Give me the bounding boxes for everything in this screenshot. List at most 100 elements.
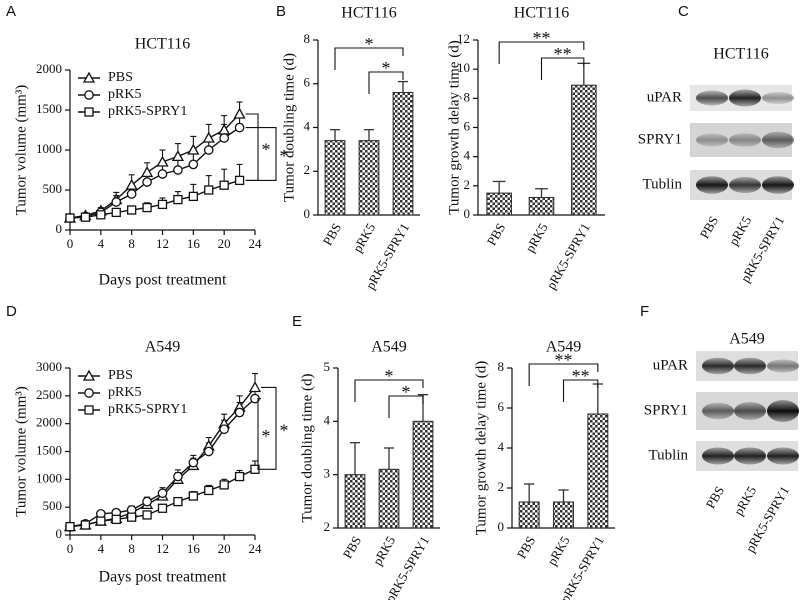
bar bbox=[392, 91, 414, 216]
x-tick-label: 12 bbox=[156, 236, 169, 251]
data-point bbox=[219, 180, 229, 190]
blot-band bbox=[767, 447, 799, 465]
data-point bbox=[202, 131, 215, 143]
blot-band bbox=[696, 133, 728, 147]
blot-band bbox=[762, 176, 794, 194]
significance-label: * bbox=[280, 421, 289, 441]
x-tick-label: pRK5-SPRY1 bbox=[543, 220, 593, 291]
legend-marker bbox=[84, 405, 94, 415]
data-point bbox=[233, 107, 246, 119]
significance-bracket bbox=[257, 398, 261, 470]
blot-row-label: Tublin bbox=[649, 447, 689, 463]
panel-letter: E bbox=[292, 313, 302, 330]
y-tick-label: 0 bbox=[56, 221, 63, 236]
x-axis-label: Days post treatment bbox=[99, 569, 228, 586]
y-tick-label: 0 bbox=[304, 206, 311, 221]
y-tick-label: 2 bbox=[464, 177, 471, 192]
data-point bbox=[96, 210, 106, 220]
x-tick-label: PBS bbox=[484, 220, 509, 248]
legend-label: pRK5-SPRY1 bbox=[108, 402, 187, 417]
data-point bbox=[173, 165, 183, 175]
data-point bbox=[111, 514, 121, 525]
bar bbox=[378, 468, 400, 529]
data-point bbox=[140, 166, 154, 178]
significance-bracket bbox=[354, 379, 424, 402]
chart-title: A549 bbox=[145, 339, 181, 356]
y-tick-label: 500 bbox=[43, 498, 63, 513]
blot-lane-label: PBS bbox=[703, 483, 728, 511]
data-point bbox=[234, 471, 245, 482]
data-point bbox=[127, 512, 137, 522]
blot-band bbox=[734, 447, 766, 465]
y-axis-label: Tumor doubling time (d) bbox=[299, 373, 315, 522]
chart-title: A549 bbox=[371, 339, 407, 356]
blot-band bbox=[762, 131, 794, 149]
x-tick-label: PBS bbox=[514, 533, 539, 561]
significance-bracket bbox=[245, 127, 277, 181]
significance-label: * bbox=[262, 139, 271, 159]
blot-row-label: SPRY1 bbox=[644, 402, 688, 418]
data-point bbox=[142, 510, 152, 520]
bar bbox=[486, 192, 512, 216]
data-point bbox=[248, 381, 262, 393]
bar bbox=[412, 420, 434, 529]
x-tick-label: pRK5 bbox=[350, 220, 379, 254]
data-point bbox=[188, 159, 199, 170]
blot-lane-label: pRK5 bbox=[726, 213, 755, 247]
bar bbox=[528, 196, 555, 216]
legend-marker bbox=[84, 388, 94, 398]
blot-title: A549 bbox=[729, 331, 765, 348]
data-point bbox=[234, 407, 245, 418]
y-tick-label: 5 bbox=[324, 359, 331, 374]
y-axis-label: Tumor growth delay time (d) bbox=[446, 40, 462, 214]
y-tick-label: 4 bbox=[464, 148, 471, 163]
y-tick-label: 500 bbox=[43, 181, 63, 196]
data-point bbox=[173, 496, 183, 507]
data-point bbox=[234, 122, 245, 133]
legend-marker bbox=[84, 107, 94, 117]
x-tick-label: 8 bbox=[128, 236, 135, 251]
x-tick-label: PBS bbox=[340, 533, 365, 561]
bar bbox=[518, 501, 540, 529]
bar bbox=[324, 140, 346, 216]
y-axis-label: Tumor volume (mm³) bbox=[13, 85, 29, 216]
data-point bbox=[187, 143, 200, 155]
bar bbox=[552, 501, 575, 529]
significance-bracket bbox=[498, 41, 585, 64]
y-tick-label: 12 bbox=[457, 31, 470, 46]
y-tick-label: 6 bbox=[498, 399, 505, 414]
y-tick-label: 6 bbox=[464, 118, 471, 133]
chart-title: HCT116 bbox=[135, 36, 190, 53]
data-point bbox=[157, 488, 168, 499]
series-line bbox=[69, 127, 240, 219]
data-point bbox=[219, 133, 230, 143]
x-tick-label: 16 bbox=[187, 541, 201, 556]
data-point bbox=[142, 496, 152, 507]
y-tick-label: 0 bbox=[498, 519, 505, 534]
significance-label: * bbox=[385, 366, 394, 386]
data-point bbox=[204, 185, 214, 195]
data-point bbox=[171, 150, 185, 162]
significance-label: * bbox=[365, 34, 374, 54]
legend-label: pRK5-SPRY1 bbox=[108, 104, 187, 119]
bar bbox=[571, 84, 597, 216]
bar bbox=[587, 413, 609, 529]
blot-band bbox=[729, 177, 761, 193]
x-tick-label: 20 bbox=[218, 541, 231, 556]
x-tick-label: 4 bbox=[98, 541, 105, 556]
x-tick-label: 0 bbox=[67, 541, 74, 556]
data-point bbox=[80, 520, 91, 530]
data-point bbox=[188, 191, 198, 202]
significance-bracket bbox=[334, 47, 404, 70]
data-point bbox=[188, 457, 199, 468]
blot-row-label: Tublin bbox=[643, 176, 683, 192]
significance-label: * bbox=[382, 58, 391, 78]
y-tick-label: 6 bbox=[304, 75, 311, 90]
blot-title: HCT116 bbox=[713, 46, 768, 63]
y-tick-label: 1000 bbox=[36, 141, 62, 156]
x-tick-label: 24 bbox=[249, 541, 263, 556]
y-tick-label: 2000 bbox=[36, 61, 62, 76]
data-point bbox=[127, 205, 137, 215]
data-point bbox=[234, 175, 245, 186]
y-tick-label: 0 bbox=[464, 206, 471, 221]
